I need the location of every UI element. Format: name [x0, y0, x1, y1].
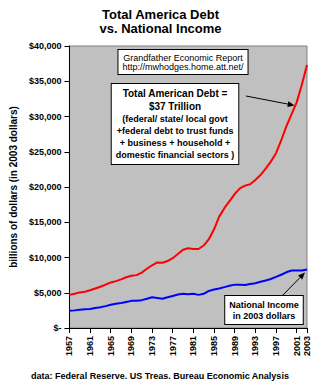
svg-text:$37 Trillion: $37 Trillion — [149, 101, 201, 112]
svg-text:1969: 1969 — [126, 336, 136, 356]
svg-text:$20,000: $20,000 — [29, 182, 62, 192]
svg-text:$-: $- — [53, 323, 61, 333]
svg-text:1981: 1981 — [188, 336, 198, 356]
svg-text:$30,000: $30,000 — [29, 112, 62, 122]
svg-text:domestic financial sectors ): domestic financial sectors ) — [116, 150, 235, 160]
svg-text:1961: 1961 — [85, 336, 95, 356]
svg-text:Total American Debt =: Total American Debt = — [123, 88, 228, 99]
svg-text:1977: 1977 — [168, 336, 178, 356]
svg-text:http://mwhodges.home.att.net/: http://mwhodges.home.att.net/ — [122, 62, 244, 72]
svg-text:$40,000: $40,000 — [29, 41, 62, 51]
svg-text:$10,000: $10,000 — [29, 253, 62, 263]
svg-text:$25,000: $25,000 — [29, 147, 62, 157]
svg-text:Total America Debt: Total America Debt — [102, 7, 220, 22]
svg-text:1985: 1985 — [209, 336, 219, 356]
svg-text:+ business + household +: + business + household + — [120, 138, 230, 148]
svg-text:in 2003 dollars: in 2003 dollars — [233, 311, 296, 321]
svg-text:$35,000: $35,000 — [29, 76, 62, 86]
svg-text:vs. National Income: vs. National Income — [99, 21, 221, 36]
svg-text:1997: 1997 — [271, 336, 281, 356]
svg-text:data: Federal Reserve. US Trea: data: Federal Reserve. US Treas. Bureau … — [31, 371, 289, 381]
svg-text:Grandfather Economic Report: Grandfather Economic Report — [123, 52, 243, 63]
svg-text:1957: 1957 — [64, 336, 74, 356]
svg-text:1973: 1973 — [147, 336, 157, 356]
svg-text:1965: 1965 — [106, 336, 116, 356]
svg-text:2003: 2003 — [302, 336, 312, 356]
svg-text:$5,000: $5,000 — [34, 288, 62, 298]
svg-text:1993: 1993 — [250, 336, 260, 356]
svg-text:(federal/ state/ local govt: (federal/ state/ local govt — [122, 114, 228, 124]
svg-text:National Income: National Income — [229, 300, 299, 310]
svg-text:1989: 1989 — [230, 336, 240, 356]
svg-text:billions of dollars (in 2003 d: billions of dollars (in 2003 dollars) — [8, 106, 19, 268]
svg-text:2001: 2001 — [292, 336, 302, 356]
svg-text:$15,000: $15,000 — [29, 217, 62, 227]
svg-text:+federal debt to trust funds: +federal debt to trust funds — [117, 126, 234, 136]
